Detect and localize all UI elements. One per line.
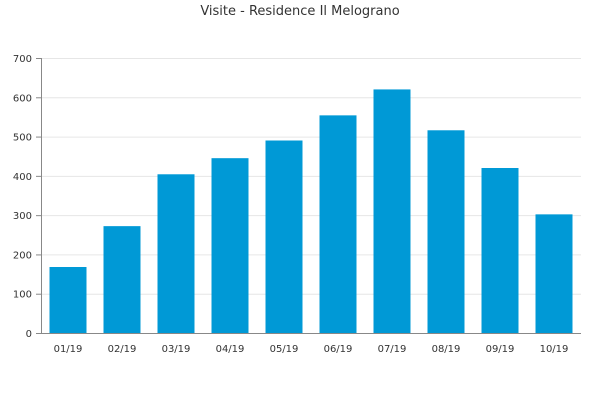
y-tick-label: 700 xyxy=(13,54,32,65)
y-tick-label: 100 xyxy=(13,290,32,301)
y-tick-label: 0 xyxy=(26,329,32,340)
bars xyxy=(49,89,573,333)
bar-01-19 xyxy=(49,267,87,333)
x-tick-label: 08/19 xyxy=(432,344,461,355)
y-tick-label: 500 xyxy=(13,133,32,144)
y-tick-label: 600 xyxy=(13,93,32,104)
axes xyxy=(36,58,581,334)
x-tick-label: 10/19 xyxy=(540,344,569,355)
x-tick-label: 09/19 xyxy=(486,344,515,355)
x-tick-label: 03/19 xyxy=(162,344,191,355)
bar-05-19 xyxy=(265,140,303,333)
bar-10-19 xyxy=(535,214,573,333)
x-tick-label: 01/19 xyxy=(54,344,83,355)
y-tick-label: 200 xyxy=(13,250,32,261)
chart-title: Visite - Residence Il Melograno xyxy=(200,4,400,19)
bar-06-19 xyxy=(319,115,357,333)
bar-09-19 xyxy=(481,168,519,333)
x-tick-label: 05/19 xyxy=(270,344,299,355)
bar-07-19 xyxy=(373,89,411,333)
bar-02-19 xyxy=(103,226,141,333)
x-tick-label: 02/19 xyxy=(108,344,137,355)
x-tick-label: 07/19 xyxy=(378,344,407,355)
x-tick-label: 04/19 xyxy=(216,344,245,355)
bar-04-19 xyxy=(211,158,249,333)
x-tick-label: 06/19 xyxy=(324,344,353,355)
bar-03-19 xyxy=(157,174,195,333)
tick-labels: 0 100 200 300 400 500 600 700 01/19 02/19 03/19 04/… xyxy=(13,54,569,355)
y-tick-label: 400 xyxy=(13,172,32,183)
bar-08-19 xyxy=(427,130,465,333)
y-tick-label: 300 xyxy=(13,211,32,222)
